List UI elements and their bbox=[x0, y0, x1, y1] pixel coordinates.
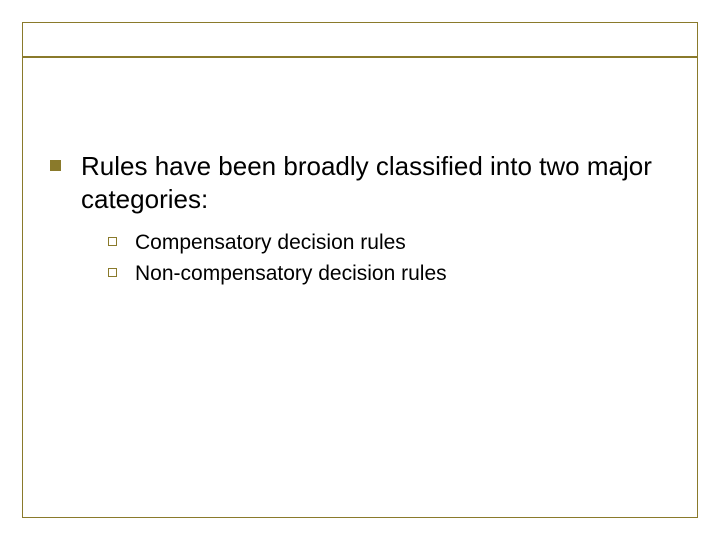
list-item: Compensatory decision rules bbox=[108, 229, 670, 256]
slide: Rules have been broadly classified into … bbox=[0, 0, 720, 540]
hollow-square-bullet-icon bbox=[108, 268, 117, 277]
level1-text: Rules have been broadly classified into … bbox=[81, 150, 670, 215]
level2-text: Non-compensatory decision rules bbox=[135, 260, 447, 287]
square-bullet-icon bbox=[50, 160, 61, 171]
content-area: Rules have been broadly classified into … bbox=[50, 150, 670, 292]
list-item: Non-compensatory decision rules bbox=[108, 260, 670, 287]
sublist: Compensatory decision rules Non-compensa… bbox=[108, 229, 670, 288]
level2-text: Compensatory decision rules bbox=[135, 229, 406, 256]
hollow-square-bullet-icon bbox=[108, 237, 117, 246]
list-item: Rules have been broadly classified into … bbox=[50, 150, 670, 215]
title-underline bbox=[22, 56, 698, 58]
